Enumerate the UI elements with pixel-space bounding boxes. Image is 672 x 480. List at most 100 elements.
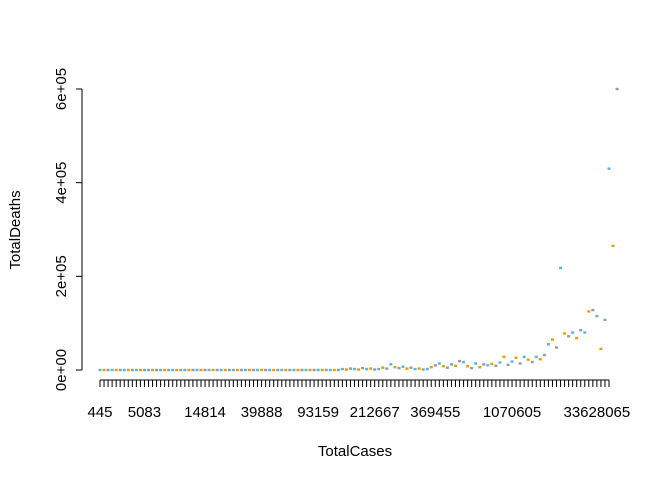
data-point xyxy=(445,366,449,369)
data-point xyxy=(474,362,478,365)
data-point xyxy=(130,368,134,372)
data-point xyxy=(542,353,546,357)
data-point xyxy=(534,355,538,359)
data-point xyxy=(559,266,563,270)
data-point xyxy=(252,368,256,372)
data-point xyxy=(482,363,486,366)
data-point xyxy=(223,368,227,372)
data-point xyxy=(312,368,316,372)
x-tick-label: 445 xyxy=(87,404,112,421)
data-point xyxy=(526,358,530,361)
data-point xyxy=(441,365,445,368)
data-point xyxy=(122,368,126,372)
data-point xyxy=(304,368,308,372)
data-point xyxy=(175,368,179,372)
data-point xyxy=(203,368,207,372)
data-point xyxy=(118,368,122,372)
data-point xyxy=(126,368,130,372)
data-point xyxy=(421,368,425,371)
data-point xyxy=(466,365,470,368)
x-axis: 445 5083 14814 39888 93159 212667 369455 107060… xyxy=(87,379,631,421)
data-point xyxy=(389,363,393,366)
data-point xyxy=(264,368,268,372)
data-point xyxy=(554,346,558,349)
data-point xyxy=(514,356,518,360)
data-point xyxy=(591,308,595,312)
data-point xyxy=(361,366,365,370)
y-tick-label: 2e+05 xyxy=(53,255,70,297)
data-point xyxy=(163,368,167,372)
data-point xyxy=(191,368,195,372)
data-point xyxy=(478,365,482,369)
data-point xyxy=(530,360,534,364)
data-point xyxy=(268,368,272,372)
x-tick-label: 14814 xyxy=(184,404,226,421)
data-point xyxy=(611,244,615,248)
data-point xyxy=(417,367,421,370)
x-tick-label: 5083 xyxy=(128,404,161,421)
data-point xyxy=(462,360,466,364)
data-point xyxy=(437,362,441,365)
y-axis-label: TotalDeaths xyxy=(7,190,24,269)
data-point xyxy=(510,360,514,363)
data-point xyxy=(583,331,587,334)
data-point xyxy=(607,167,611,170)
x-axis-label: TotalCases xyxy=(318,443,392,460)
data-point xyxy=(102,368,106,372)
data-point xyxy=(227,368,231,372)
data-point xyxy=(324,368,328,372)
data-point xyxy=(377,367,381,371)
data-point xyxy=(348,367,352,370)
data-point xyxy=(292,368,296,372)
data-point xyxy=(320,368,324,372)
data-point xyxy=(587,310,591,313)
data-point xyxy=(155,368,159,372)
data-point xyxy=(498,361,502,364)
data-point xyxy=(280,368,284,372)
data-point xyxy=(284,368,288,372)
data-point xyxy=(106,368,110,372)
data-point xyxy=(550,338,554,341)
data-points xyxy=(98,87,619,372)
data-point xyxy=(231,368,235,372)
data-point xyxy=(183,368,187,372)
x-tick-label: 93159 xyxy=(297,404,339,421)
x-tick-label: 33628065 xyxy=(564,404,631,421)
data-point xyxy=(397,366,401,370)
data-point xyxy=(142,368,146,372)
data-point xyxy=(381,366,385,369)
data-point xyxy=(494,364,498,367)
data-point xyxy=(575,336,579,340)
data-point xyxy=(409,366,413,369)
data-point xyxy=(425,367,429,371)
data-point xyxy=(522,355,526,359)
data-point xyxy=(567,335,571,338)
data-point xyxy=(138,368,142,372)
data-point xyxy=(288,368,292,372)
y-tick-label: 6e+05 xyxy=(53,68,70,110)
data-point xyxy=(393,365,397,369)
data-point xyxy=(114,368,118,372)
data-point xyxy=(110,368,114,372)
data-point xyxy=(179,368,183,372)
data-point xyxy=(260,368,264,372)
data-point xyxy=(486,364,490,367)
data-point xyxy=(357,368,361,371)
data-point xyxy=(300,368,304,372)
data-point xyxy=(413,367,417,371)
data-point xyxy=(256,368,260,372)
data-point xyxy=(579,328,583,332)
data-point xyxy=(563,332,567,335)
data-point xyxy=(385,367,389,370)
data-point xyxy=(328,368,332,372)
data-point xyxy=(369,367,373,370)
data-point xyxy=(603,318,607,322)
data-point xyxy=(239,368,243,372)
data-point xyxy=(336,368,340,372)
data-point xyxy=(316,368,320,372)
data-point xyxy=(308,368,312,372)
data-point xyxy=(167,368,171,372)
data-point xyxy=(272,368,276,372)
data-point xyxy=(506,363,510,367)
